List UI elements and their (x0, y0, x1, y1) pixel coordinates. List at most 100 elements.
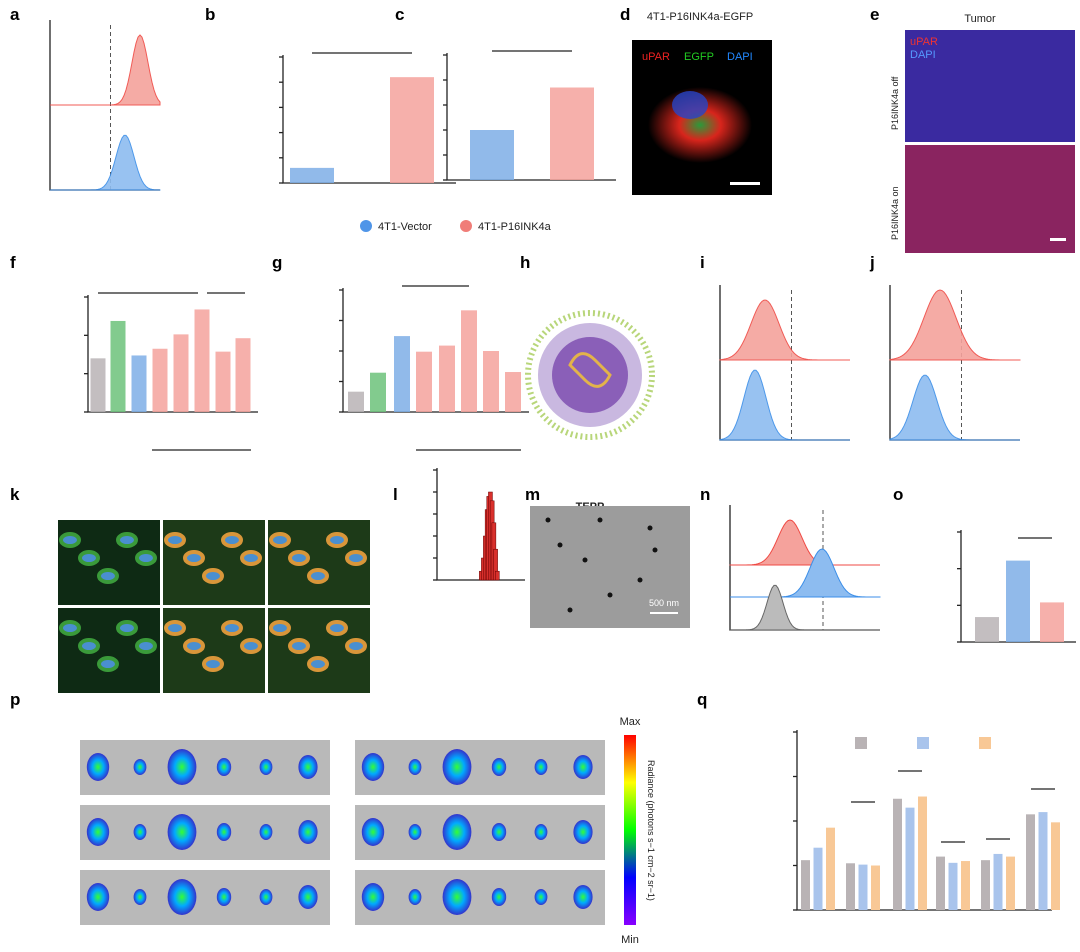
k-cell (269, 620, 291, 636)
p-organ-signal (86, 818, 110, 846)
k-cell (164, 532, 186, 548)
p-organ-signal (167, 814, 197, 850)
p-organ-signal (361, 883, 385, 911)
histogram-curve (719, 299, 850, 361)
m-particle (582, 557, 588, 563)
axis (729, 505, 880, 631)
flow-histogram-i (719, 285, 850, 441)
p-organ-signal (259, 759, 273, 775)
legend-marker-p16 (460, 220, 472, 232)
m-scale-label: 500 nm (649, 598, 679, 608)
p-organ-signal (133, 759, 147, 775)
chart-f (84, 292, 258, 451)
p-organ-signal (216, 758, 232, 776)
k-cell (221, 620, 243, 636)
flow-histogram-j (889, 285, 1020, 441)
p-organ-signal (442, 749, 472, 785)
bar-ab-cs (394, 336, 410, 412)
bar-uncoated (90, 358, 106, 412)
e-channel-dapi: DAPI (910, 49, 936, 61)
bar-1 (194, 309, 210, 412)
p-colorbar-min: Min (621, 934, 639, 946)
bar-4t1-vector (470, 130, 514, 180)
k-cell (345, 638, 367, 654)
bar-plasmid (936, 856, 945, 910)
bar-1 (461, 310, 477, 412)
legend-swatch (855, 737, 867, 749)
panel-label-e: e (870, 5, 879, 24)
p-organ-signal (573, 885, 593, 909)
k-cell (59, 532, 81, 548)
panel-label-j: j (869, 253, 875, 272)
panel-label-m: m (525, 485, 540, 504)
bar-cs (110, 320, 126, 412)
k-image-grid (58, 520, 370, 693)
bar-4 (505, 372, 521, 412)
panel-label-h: h (520, 253, 530, 272)
m-particle (637, 577, 643, 583)
bar-4t1-p16ink4a (390, 77, 434, 183)
m-particle (652, 547, 658, 553)
p-organ-signal (442, 879, 472, 915)
h-peg-shell (525, 310, 655, 440)
k-cell (116, 620, 138, 636)
m-tem-image (530, 506, 690, 628)
k-cell (240, 550, 262, 566)
bar-plasmid (893, 798, 902, 910)
m-particle (545, 517, 551, 523)
panel-label-d: d (620, 5, 630, 24)
p-organ-signal (298, 820, 318, 844)
e-image-off (905, 30, 1075, 142)
k-cell (78, 550, 100, 566)
bar-plasmid (981, 860, 990, 910)
k-cell (59, 620, 81, 636)
p-organ-signal (491, 823, 507, 841)
bar-ab-cs (131, 355, 147, 412)
bar-tepp (961, 861, 970, 910)
histogram-curve (730, 584, 880, 631)
bar-pp (948, 862, 958, 910)
panel-label-o: o (893, 485, 903, 504)
p-organ-signal (133, 889, 147, 905)
e-row-on: P16INK4a on (890, 186, 900, 240)
bar-0.5 (439, 345, 455, 412)
histogram-curve (889, 374, 1020, 441)
d-title: 4T1-P16INK4a-EGFP (647, 11, 753, 23)
bar-tepp (1006, 856, 1015, 910)
legend-swatch (917, 737, 929, 749)
p-imaging-grid (80, 740, 605, 925)
p-organ-signal (361, 753, 385, 781)
bar-pp (813, 847, 823, 910)
bar-pp (905, 807, 915, 910)
panel-label-i: i (700, 253, 705, 272)
panel-label-q: q (697, 690, 707, 709)
legend-label-vector: 4T1-Vector (378, 221, 432, 233)
e-row-off: P16INK4a off (890, 76, 900, 130)
histogram-curve (719, 369, 850, 441)
p-organ-signal (534, 759, 548, 775)
k-cell (326, 620, 348, 636)
k-cell (288, 550, 310, 566)
legend-swatch (979, 737, 991, 749)
flow-histogram-n (729, 505, 881, 631)
p-organ-signal (361, 818, 385, 846)
m-particle (607, 592, 613, 598)
d-channel-upar: uPAR (642, 51, 670, 63)
p-ex-vivo-image (80, 805, 330, 860)
panel-label-n: n (700, 485, 710, 504)
k-cell (135, 638, 157, 654)
bar-0.25 (416, 351, 432, 412)
histogram-curve (50, 34, 161, 106)
m-particle (597, 517, 603, 523)
p-ex-vivo-image (355, 870, 605, 925)
panel-label-b: b (205, 5, 215, 24)
p-organ-signal (133, 824, 147, 840)
bar-plasmid (801, 860, 810, 910)
p-organ-signal (259, 889, 273, 905)
histogram-curve (730, 548, 881, 598)
bar-tepp (871, 865, 880, 910)
panel-label-c: c (395, 5, 404, 24)
m-particles (545, 517, 658, 613)
k-cell (345, 550, 367, 566)
